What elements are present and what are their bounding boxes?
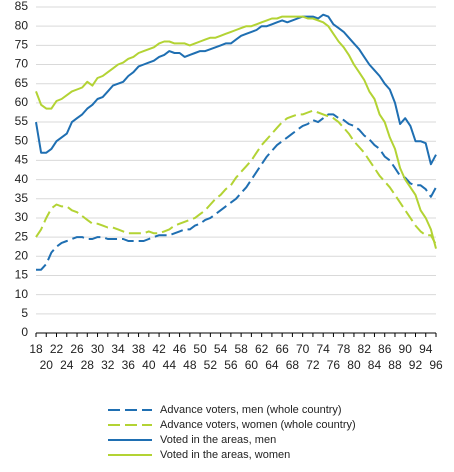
y-tick-label: 30 [15,210,29,224]
x-tick-label: 18 [29,342,43,356]
x-tick-label: 34 [111,342,125,356]
y-tick-label: 15 [15,268,29,282]
x-tick-label: 48 [183,358,197,372]
x-tick-label: 70 [296,342,310,356]
series-line [35,15,437,249]
y-tick-label: 20 [15,248,29,262]
x-tick-label: 52 [204,358,218,372]
y-tick-label: 70 [15,57,29,71]
x-tick-label: 38 [132,342,146,356]
y-tick-label: 10 [15,287,29,301]
legend-label: Voted in the areas, women [160,449,290,461]
x-tick-label: 92 [409,358,423,372]
x-tick-label: 44 [163,358,177,372]
x-tick-label: 84 [368,358,382,372]
x-tick-label: 82 [358,342,372,356]
series-line [35,13,437,166]
x-tick-label: 46 [173,342,187,356]
x-tick-label: 88 [388,358,402,372]
y-tick-label: 5 [21,306,28,320]
x-tick-label: 20 [40,358,54,372]
y-tick-label: 45 [15,153,29,167]
x-tick-label: 50 [193,342,207,356]
x-tick-label: 76 [327,358,341,372]
x-tick-label: 62 [255,342,269,356]
x-tick-label: 28 [81,358,95,372]
y-tick-label: 80 [15,18,29,32]
y-tick-label: 35 [15,191,29,205]
x-tick-label: 32 [101,358,115,372]
y-tick-label: 40 [15,172,29,186]
x-tick-label: 24 [60,358,74,372]
y-tick-label: 75 [15,38,29,52]
legend-label: Advance voters, men (whole country) [160,404,342,416]
x-tick-label: 60 [245,358,259,372]
y-tick-label: 55 [15,114,29,128]
y-tick-label: 65 [15,76,29,90]
legend-label: Advance voters, women (whole country) [160,419,356,431]
y-tick-label: 50 [15,133,29,147]
x-tick-label: 42 [152,342,166,356]
x-tick-label: 26 [70,342,84,356]
x-tick-label: 90 [399,342,413,356]
legend: Advance voters, men (whole country) Advan… [108,404,356,461]
x-tick-label: 78 [337,342,351,356]
x-tick-label: 94 [419,342,433,356]
x-tick-label: 30 [91,342,105,356]
x-tick-label: 72 [306,358,320,372]
y-tick-label: 60 [15,95,29,109]
x-tick-label: 56 [224,358,238,372]
y-tick-label: 0 [21,325,28,339]
x-tick-label: 96 [429,358,443,372]
x-tick-label: 40 [142,358,156,372]
legend-label: Voted in the areas, men [160,434,276,446]
x-tick-label: 68 [286,358,300,372]
y-tick-label: 25 [15,229,29,243]
x-tick-label: 86 [378,342,392,356]
x-tick-label: 36 [122,358,136,372]
x-tick-label: 66 [275,342,289,356]
y-tick-label: 85 [15,0,29,13]
x-tick-label: 58 [234,342,248,356]
x-tick-label: 80 [347,358,361,372]
x-tick-label: 64 [265,358,279,372]
x-tick-label: 74 [316,342,330,356]
series-line [35,109,437,246]
series-line [36,113,437,271]
x-tick-label: 22 [50,342,64,356]
x-tick-label: 54 [214,342,228,356]
